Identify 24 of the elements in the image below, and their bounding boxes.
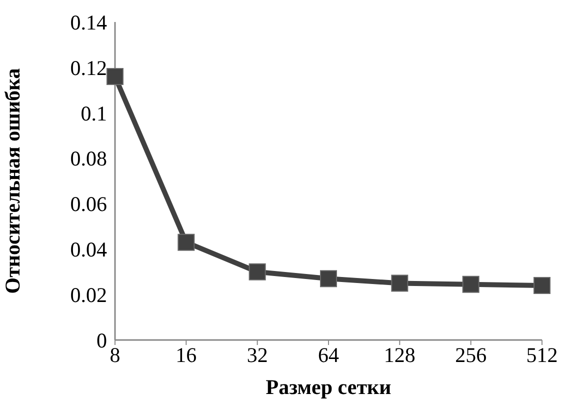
x-tick-label: 64 — [318, 342, 340, 367]
y-tick-label: 0 — [96, 328, 107, 352]
y-tick-label: 0.02 — [70, 283, 107, 308]
x-axis-title: Размер сетки — [266, 375, 392, 399]
point — [462, 276, 480, 293]
y-tick-label: 0.06 — [70, 192, 107, 216]
y-axis-title: Относительная ошибка — [0, 68, 24, 294]
y-tick-label: 0.1 — [80, 101, 107, 126]
y-tick-label: 0.08 — [70, 146, 107, 171]
point — [320, 270, 337, 288]
x-tick-label: 16 — [176, 342, 197, 367]
y-tick-label: 0.12 — [70, 56, 107, 80]
point — [106, 68, 124, 86]
x-tick-label: 32 — [246, 342, 268, 367]
point — [248, 263, 266, 280]
x-tick-label: 512 — [526, 342, 558, 367]
point — [178, 234, 195, 251]
point — [534, 276, 550, 294]
y-tick-label: 0.04 — [70, 238, 108, 262]
x-tick-label: 8 — [110, 342, 120, 367]
y-tick-label: 0.14 — [70, 10, 108, 34]
point — [391, 274, 408, 292]
x-tick-label: 256 — [455, 342, 487, 367]
x-tick-label: 128 — [384, 342, 416, 367]
